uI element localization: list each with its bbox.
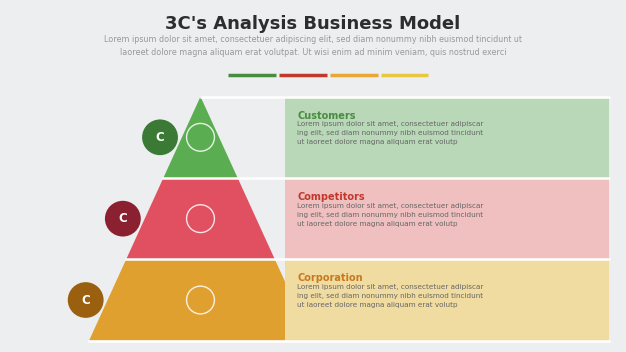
Text: Competitors: Competitors	[297, 192, 365, 202]
Polygon shape	[89, 259, 312, 341]
Text: C: C	[118, 212, 127, 225]
Polygon shape	[163, 97, 238, 178]
Circle shape	[105, 201, 141, 237]
Circle shape	[142, 119, 178, 155]
Polygon shape	[126, 178, 275, 259]
Text: Lorem ipsum dolor sit amet, consectetuer adipiscar
ing elit, sed diam nonummy ni: Lorem ipsum dolor sit amet, consectetuer…	[297, 203, 483, 227]
Polygon shape	[285, 259, 608, 341]
Polygon shape	[285, 178, 608, 259]
Text: C: C	[156, 131, 165, 144]
Text: C: C	[81, 294, 90, 307]
Circle shape	[68, 282, 103, 318]
Text: Customers: Customers	[297, 111, 356, 120]
Polygon shape	[285, 97, 608, 178]
Text: Corporation: Corporation	[297, 273, 362, 283]
Text: Lorem ipsum dolor sit amet, consectetuer adipiscing elit, sed diam nonummy nibh : Lorem ipsum dolor sit amet, consectetuer…	[104, 35, 522, 57]
Text: Lorem ipsum dolor sit amet, consectetuer adipiscar
ing elit, sed diam nonummy ni: Lorem ipsum dolor sit amet, consectetuer…	[297, 284, 483, 308]
Text: 3C's Analysis Business Model: 3C's Analysis Business Model	[165, 15, 461, 33]
Text: Lorem ipsum dolor sit amet, consectetuer adipiscar
ing elit, sed diam nonummy ni: Lorem ipsum dolor sit amet, consectetuer…	[297, 121, 483, 145]
